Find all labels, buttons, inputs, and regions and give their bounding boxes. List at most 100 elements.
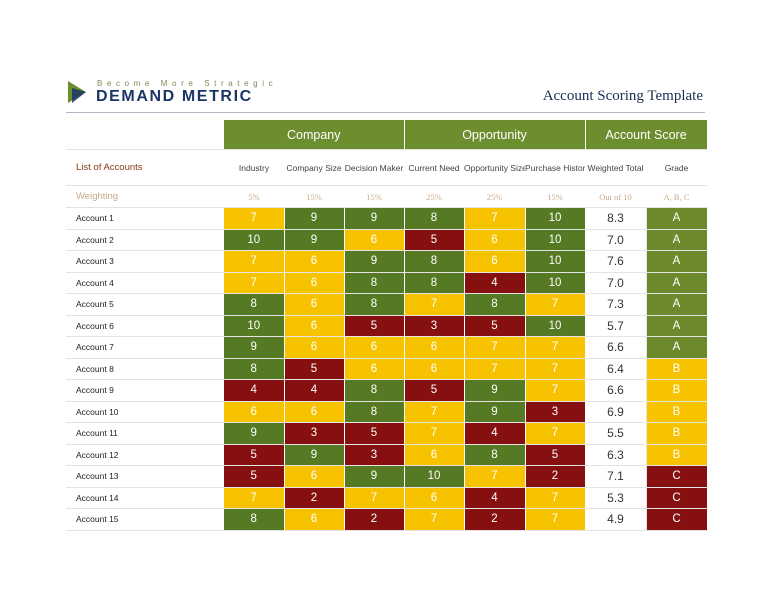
score-decision-maker: 2 <box>344 508 405 531</box>
score-current-need: 6 <box>404 358 465 380</box>
col-header-grade: Grade <box>646 149 708 186</box>
score-current-need: 8 <box>404 272 465 294</box>
score-industry: 7 <box>224 250 285 273</box>
score-opportunity-size: 6 <box>464 250 526 273</box>
score-purchase-history: 7 <box>525 293 586 316</box>
grade-value: A <box>646 207 708 230</box>
score-current-need: 7 <box>404 401 465 423</box>
score-decision-maker: 8 <box>344 293 405 316</box>
score-company-size: 6 <box>284 293 345 316</box>
col-header-decision-maker: Decision Maker <box>344 149 404 186</box>
score-purchase-history: 7 <box>525 508 586 531</box>
col-header-company-size: Company Size <box>284 149 344 186</box>
score-purchase-history: 5 <box>525 444 586 466</box>
score-purchase-history: 10 <box>525 250 586 273</box>
account-name: Account 14 <box>66 487 224 509</box>
account-name: Account 5 <box>66 293 224 316</box>
score-purchase-history: 7 <box>525 487 586 509</box>
score-current-need: 7 <box>404 508 465 531</box>
account-name: Account 4 <box>66 272 224 294</box>
score-decision-maker: 9 <box>344 207 405 230</box>
grade-value: A <box>646 272 708 294</box>
score-current-need: 8 <box>404 207 465 230</box>
weight-opportunity-size: 25% <box>464 185 525 208</box>
table-row: Account 5 8 6 8 7 8 7 7.3 A <box>66 293 708 316</box>
page-title: Account Scoring Template <box>542 88 703 104</box>
score-purchase-history: 2 <box>525 465 586 488</box>
grade-value: B <box>646 379 708 402</box>
score-industry: 9 <box>224 336 285 359</box>
weighted-total-value: 6.9 <box>585 401 647 423</box>
logo-mark-icon <box>68 81 86 103</box>
weight-weighted-total: Out of 10 <box>585 185 646 208</box>
score-current-need: 7 <box>404 422 465 445</box>
table-row: Account 6 10 6 5 3 5 10 5.7 A <box>66 315 708 337</box>
account-name: Account 9 <box>66 379 224 402</box>
score-opportunity-size: 4 <box>464 272 526 294</box>
score-company-size: 9 <box>284 207 345 230</box>
score-decision-maker: 6 <box>344 358 405 380</box>
score-company-size: 4 <box>284 379 345 402</box>
score-current-need: 7 <box>404 293 465 316</box>
score-opportunity-size: 8 <box>464 444 526 466</box>
account-name: Account 6 <box>66 315 224 337</box>
col-header-opportunity-size: Opportunity Size <box>464 149 525 186</box>
score-industry: 7 <box>224 272 285 294</box>
account-name: Account 11 <box>66 422 224 445</box>
col-header-industry: Industry <box>224 149 284 186</box>
account-scoring-table: Company Opportunity Account Score List o… <box>66 120 708 531</box>
col-header-accounts: List of Accounts <box>66 149 224 186</box>
score-current-need: 5 <box>404 379 465 402</box>
score-decision-maker: 5 <box>344 315 405 337</box>
score-decision-maker: 8 <box>344 401 405 423</box>
column-header-row: List of Accounts Industry Company Size D… <box>66 149 708 186</box>
grade-value: A <box>646 336 708 359</box>
group-header-company: Company <box>224 120 405 150</box>
score-opportunity-size: 6 <box>464 229 526 251</box>
col-header-weighted-total: Weighted Total <box>585 149 646 186</box>
score-opportunity-size: 7 <box>464 465 526 488</box>
grade-value: A <box>646 229 708 251</box>
weighted-total-value: 7.6 <box>585 250 647 273</box>
weighted-total-value: 6.3 <box>585 444 647 466</box>
score-current-need: 6 <box>404 487 465 509</box>
weighted-total-value: 7.3 <box>585 293 647 316</box>
score-company-size: 6 <box>284 465 345 488</box>
table-row: Account 10 6 6 8 7 9 3 6.9 B <box>66 401 708 423</box>
score-company-size: 6 <box>284 315 345 337</box>
weighted-total-value: 6.6 <box>585 379 647 402</box>
score-industry: 5 <box>224 465 285 488</box>
grade-value: A <box>646 250 708 273</box>
score-decision-maker: 9 <box>344 465 405 488</box>
table-row: Account 7 9 6 6 6 7 7 6.6 A <box>66 336 708 359</box>
grade-value: C <box>646 465 708 488</box>
grade-value: C <box>646 508 708 531</box>
weighted-total-value: 5.7 <box>585 315 647 337</box>
score-opportunity-size: 5 <box>464 315 526 337</box>
score-decision-maker: 8 <box>344 379 405 402</box>
account-name: Account 10 <box>66 401 224 423</box>
grade-value: A <box>646 315 708 337</box>
score-industry: 8 <box>224 508 285 531</box>
score-opportunity-size: 7 <box>464 336 526 359</box>
score-company-size: 6 <box>284 272 345 294</box>
score-current-need: 6 <box>404 444 465 466</box>
account-name: Account 7 <box>66 336 224 359</box>
score-company-size: 6 <box>284 508 345 531</box>
weighted-total-value: 7.1 <box>585 465 647 488</box>
table-row: Account 1 7 9 9 8 7 10 8.3 A <box>66 207 708 230</box>
table-row: Account 13 5 6 9 10 7 2 7.1 C <box>66 465 708 488</box>
score-opportunity-size: 8 <box>464 293 526 316</box>
score-purchase-history: 7 <box>525 336 586 359</box>
account-name: Account 12 <box>66 444 224 466</box>
score-purchase-history: 7 <box>525 422 586 445</box>
account-name: Account 13 <box>66 465 224 488</box>
weight-purchase-history: 15% <box>525 185 585 208</box>
grade-value: B <box>646 358 708 380</box>
account-rows: Account 1 7 9 9 8 7 10 8.3 A Account 2 10 9 6 5 6 10 7.0… <box>66 207 708 531</box>
score-decision-maker: 5 <box>344 422 405 445</box>
table-row: Account 4 7 6 8 8 4 10 7.0 A <box>66 272 708 294</box>
table-row: Account 3 7 6 9 8 6 10 7.6 A <box>66 250 708 273</box>
weight-current-need: 25% <box>404 185 464 208</box>
weighted-total-value: 4.9 <box>585 508 647 531</box>
